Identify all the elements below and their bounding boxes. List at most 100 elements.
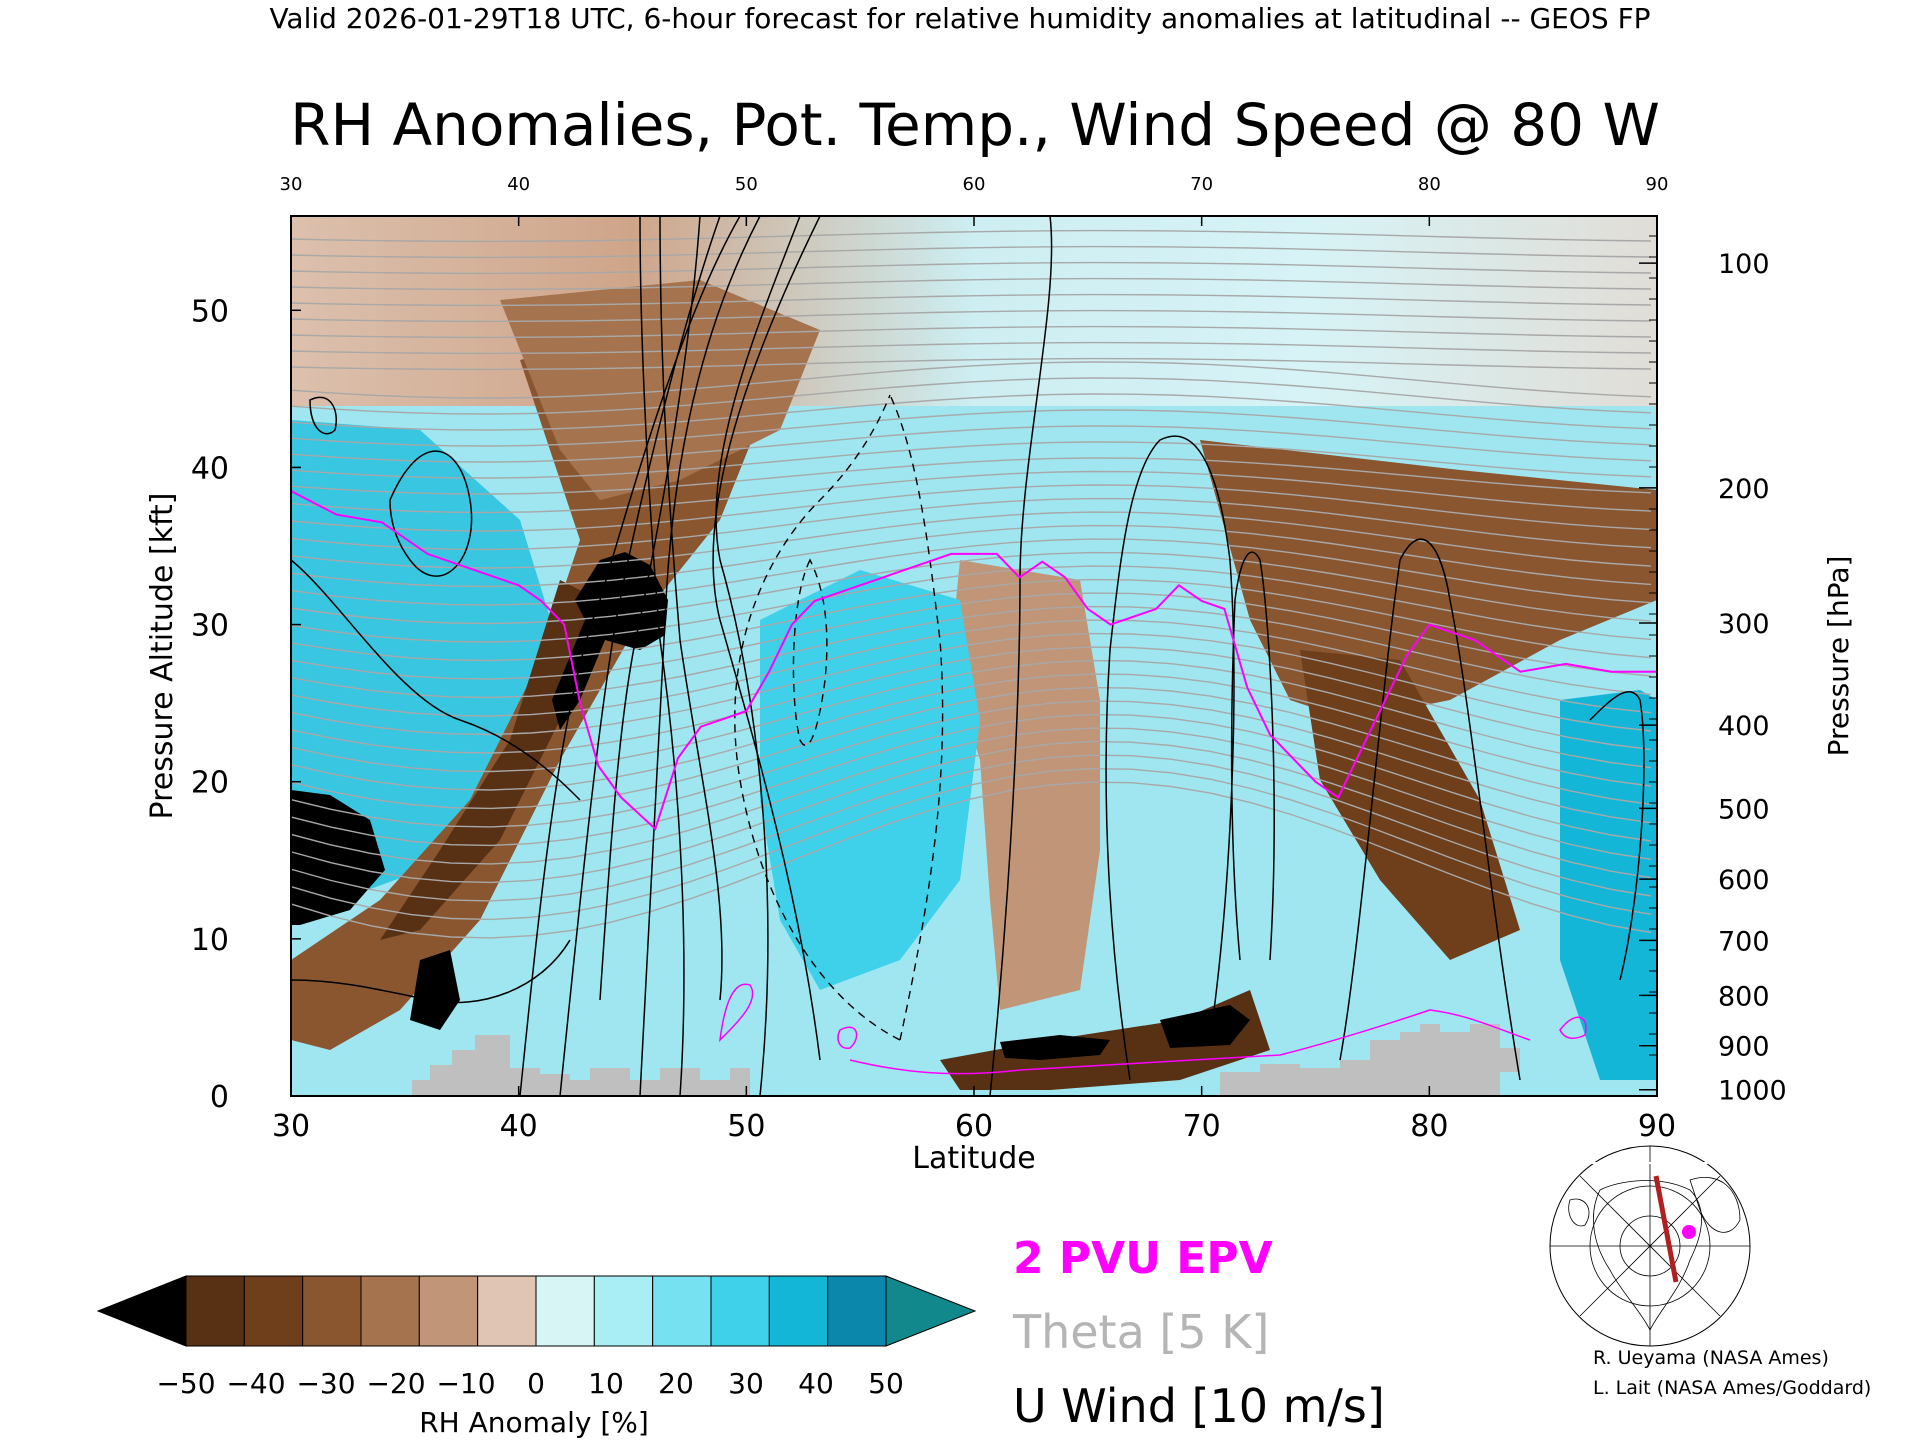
y-axis-right: 100 200 300 400 500 600 700 800 900 1000 <box>1639 235 1787 1107</box>
theta-isoline <box>291 357 1652 375</box>
theta-isoline <box>291 393 1652 431</box>
uwind-contour-left-3 <box>309 396 337 435</box>
colorbar-bin <box>827 1275 887 1347</box>
x-top-tick-label: 30 <box>280 174 303 195</box>
theta-contours <box>291 229 1652 939</box>
pressure-tick-label: 700 <box>1718 926 1770 957</box>
uwind-contour-10c <box>1339 538 1521 1081</box>
pressure-tick-label: 600 <box>1718 865 1770 896</box>
colorbar-bin <box>243 1275 304 1347</box>
uwind-contour-jet-8 <box>712 216 821 1061</box>
theta-isoline <box>291 441 1652 479</box>
theta-isoline <box>291 619 1652 717</box>
theta-isoline <box>291 727 1652 865</box>
theta-isoline <box>291 229 1652 247</box>
colorbar-bin <box>185 1275 245 1347</box>
theta-isoline <box>291 524 1652 588</box>
x-top-tick-label: 60 <box>963 174 986 195</box>
uwind-contour-jet-4 <box>639 216 761 1096</box>
uwind-contour-jet-7 <box>715 216 801 1096</box>
inset-map-transect <box>1653 1175 1679 1283</box>
black-low-center-2 <box>1160 1005 1250 1048</box>
y-tick-label: 20 <box>191 766 229 801</box>
x-tick-label: 60 <box>955 1109 993 1144</box>
colorbar-bin <box>418 1275 479 1347</box>
blue-region-right <box>1560 690 1657 1080</box>
theta-isoline <box>291 700 1652 828</box>
pressure-tick-label: 100 <box>1718 249 1770 280</box>
theta-isoline <box>291 484 1652 532</box>
theta-isoline <box>291 470 1652 514</box>
dry-core-left <box>380 580 600 940</box>
colorbar-bin <box>768 1275 829 1347</box>
pressure-tick-label: 200 <box>1718 474 1770 505</box>
x-top-tick-label: 80 <box>1418 174 1441 195</box>
y-tick-label: 30 <box>191 609 229 644</box>
y-axis-label-right: Pressure [hPa] <box>1822 556 1855 757</box>
colorbar-bin <box>477 1275 537 1347</box>
y-tick-label: 40 <box>191 451 229 486</box>
theta-isoline <box>291 261 1652 279</box>
credits-line-1: R. Ueyama (NASA Ames) <box>1593 1347 1829 1369</box>
epv-layer <box>291 490 1657 831</box>
credits-line-2: L. Lait (NASA Ames/Goddard) <box>1593 1377 1871 1399</box>
x-tick-label: 70 <box>1183 1109 1221 1144</box>
topography <box>412 1024 1520 1096</box>
pressure-tick-label: 1000 <box>1718 1076 1787 1107</box>
pressure-tick-label: 400 <box>1718 711 1770 742</box>
legend-epv: 2 PVU EPV <box>1013 1233 1273 1284</box>
colorbar-tick-label: 20 <box>658 1367 694 1400</box>
colorbar-tick-label: 10 <box>588 1367 624 1400</box>
x-tick-label: 40 <box>500 1109 538 1144</box>
plot-area <box>291 216 1657 1096</box>
colorbar-bin <box>593 1275 654 1347</box>
theta-isoline <box>291 409 1652 447</box>
legend-theta: Theta [5 K] <box>1012 1305 1269 1359</box>
black-low-left <box>291 790 385 925</box>
uwind-contour-jet-2 <box>559 216 721 1096</box>
dry-band-center-right <box>950 560 1100 1010</box>
theta-isoline <box>291 538 1652 606</box>
theta-isoline <box>291 767 1652 921</box>
theta-isoline <box>291 309 1652 327</box>
uwind-contour-jet-6 <box>659 216 723 1001</box>
x-tick-label: 90 <box>1638 1109 1676 1144</box>
theta-isoline <box>291 632 1652 736</box>
theta-isoline <box>291 497 1652 551</box>
y-tick-label: 10 <box>191 923 229 958</box>
colorbar-bin <box>652 1275 712 1347</box>
uwind-contour-right <box>1589 691 1645 981</box>
pressure-tick-label: 800 <box>1718 981 1770 1012</box>
dry-tongue-left <box>291 330 760 1050</box>
theta-isoline <box>291 713 1652 847</box>
uwind-contour-10b <box>1230 551 1275 961</box>
theta-isoline <box>291 646 1652 754</box>
theta-isoline <box>291 686 1652 810</box>
dry-upper-left <box>500 280 820 500</box>
colorbar-tick-label: 50 <box>868 1367 904 1400</box>
colorbar-tick-label: 40 <box>798 1367 834 1400</box>
uwind-contour-jet-5 <box>639 216 685 1096</box>
colorbar-under-triangle <box>96 1275 187 1347</box>
theta-isoline <box>291 565 1652 643</box>
uwind-contour-neg-10 <box>734 394 901 1041</box>
x-top-tick-label: 50 <box>735 174 758 195</box>
theta-isoline <box>291 659 1652 773</box>
valid-time-header: Valid 2026-01-29T18 UTC, 6-hour forecast… <box>269 2 1650 35</box>
theta-isoline <box>291 754 1652 902</box>
theta-isoline <box>291 277 1652 295</box>
theta-isoline <box>291 578 1652 662</box>
theta-isoline <box>291 781 1652 939</box>
theta-isoline <box>291 377 1652 415</box>
theta-isoline <box>291 457 1652 495</box>
x-axis-label: Latitude <box>912 1141 1035 1176</box>
theta-isoline <box>291 740 1652 884</box>
pressure-tick-label: 900 <box>1718 1032 1770 1063</box>
x-top-tick-label: 70 <box>1190 174 1213 195</box>
colorbar-tick-label: −10 <box>436 1367 495 1400</box>
y-tick-label: 50 <box>191 294 229 329</box>
colorbar-tick-label: −50 <box>156 1367 215 1400</box>
x-top-tick-label: 90 <box>1646 174 1669 195</box>
theta-isoline <box>291 361 1652 399</box>
